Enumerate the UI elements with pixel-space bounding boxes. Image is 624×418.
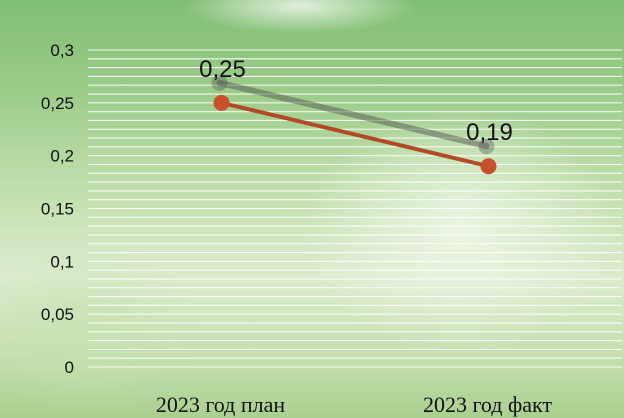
y-axis-tick-labels: 0 0,05 0,1 0,15 0,2 0,25 0,3 — [41, 41, 74, 377]
series-shadow — [216, 79, 490, 150]
y-tick-label: 0,15 — [41, 200, 74, 219]
marker-shadow — [478, 138, 495, 155]
y-tick-label: 0,2 — [50, 147, 74, 166]
data-label: 0,19 — [466, 119, 513, 146]
gridlines — [88, 49, 622, 368]
y-tick-label: 0 — [65, 358, 74, 377]
y-tick-label: 0,1 — [50, 252, 74, 271]
y-tick-label: 0,25 — [41, 94, 74, 113]
data-labels: 0,25 0,19 — [199, 56, 513, 146]
y-tick-label: 0,05 — [41, 305, 74, 324]
marker-shadow — [211, 74, 228, 91]
x-category-label: 2023 год план — [156, 392, 286, 417]
y-tick-label: 0,3 — [50, 41, 74, 60]
data-label: 0,25 — [199, 56, 246, 83]
data-point — [480, 158, 497, 175]
data-point — [213, 94, 230, 111]
x-axis-category-labels: 2023 год план 2023 год факт — [156, 392, 553, 417]
x-category-label: 2023 год факт — [423, 392, 552, 417]
series-line — [219, 100, 491, 169]
series — [211, 74, 497, 175]
